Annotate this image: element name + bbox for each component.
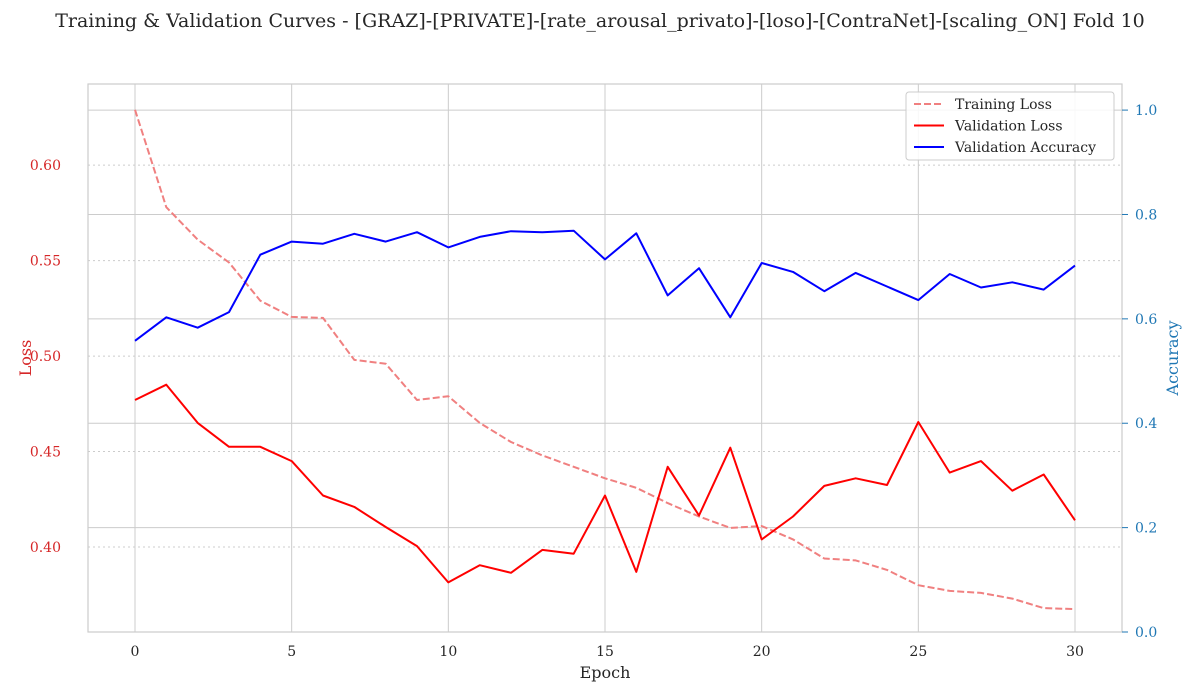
legend-box <box>905 91 1115 161</box>
y-axis-left-label: Loss <box>16 340 35 377</box>
y-right-tick-label: 0.2 <box>1135 521 1157 537</box>
y-right-tick-label: 0.4 <box>1135 416 1157 432</box>
legend-item-training-loss: Training Loss <box>914 97 1052 113</box>
x-tick-label: 5 <box>287 644 296 660</box>
legend-item-validation-loss: Validation Loss <box>914 119 1063 135</box>
x-tick-label: 20 <box>753 644 771 660</box>
y-axis-right-label: Accuracy <box>1163 321 1182 397</box>
training-loss-line <box>134 109 1076 611</box>
validation-loss-line <box>134 383 1076 584</box>
grid <box>88 84 1122 633</box>
x-tick-label: 30 <box>1066 644 1084 660</box>
validation-accuracy-line <box>134 229 1076 342</box>
y-right-tick-label: 1.0 <box>1135 103 1157 119</box>
axes: 0 5 10 15 20 25 30 0.0 0.2 0.4 0.6 0.8 1.0 0.40 0.45 0.… <box>30 103 1158 660</box>
x-tick-label: 15 <box>596 644 614 660</box>
y-right-tick-label: 0.0 <box>1135 625 1157 641</box>
legend-label-training-loss: Training Loss <box>955 97 1052 113</box>
legend: Training Loss Validation Loss Validation… <box>905 91 1115 161</box>
y-left-tick-label: 0.45 <box>30 445 61 461</box>
legend-label-validation-loss: Validation Loss <box>954 119 1063 135</box>
y-left-tick-label: 0.50 <box>30 349 61 365</box>
x-tick-label: 25 <box>909 644 927 660</box>
series-layer <box>134 109 1076 611</box>
chart-title: Training & Validation Curves - [GRAZ]-[P… <box>55 10 1145 32</box>
y-left-tick-label: 0.55 <box>30 254 61 270</box>
x-tick-label: 0 <box>131 644 140 660</box>
y-right-tick-label: 0.6 <box>1135 312 1157 328</box>
x-axis-label: Epoch <box>580 663 631 682</box>
y-left-tick-label: 0.60 <box>30 158 61 174</box>
x-tick-label: 10 <box>439 644 457 660</box>
y-left-tick-label: 0.40 <box>30 540 61 556</box>
y-right-tick-label: 0.8 <box>1135 207 1157 223</box>
legend-item-validation-accuracy: Validation Accuracy <box>914 140 1096 156</box>
plot-frame <box>87 83 1123 633</box>
legend-label-validation-accuracy: Validation Accuracy <box>954 140 1096 156</box>
